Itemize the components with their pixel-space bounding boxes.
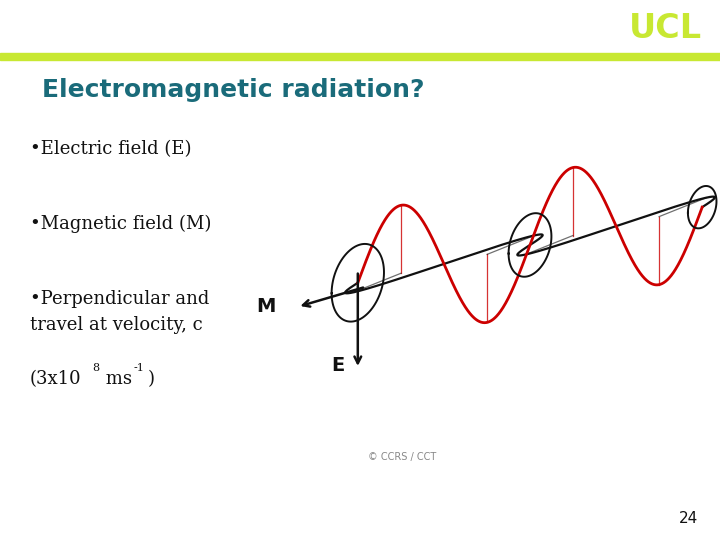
Text: E: E (331, 356, 344, 375)
Text: © CCRS / CCT: © CCRS / CCT (368, 452, 436, 462)
Text: -1: -1 (134, 363, 145, 373)
Text: ▲: ▲ (696, 18, 703, 28)
Text: 24: 24 (679, 511, 698, 526)
Text: •Electric field (E): •Electric field (E) (30, 140, 192, 158)
Text: •Magnetic field (M): •Magnetic field (M) (30, 215, 212, 233)
Text: M: M (256, 298, 276, 316)
Text: (3x10: (3x10 (30, 370, 81, 388)
Text: ): ) (148, 370, 155, 388)
Text: ms: ms (100, 370, 132, 388)
Text: •Perpendicular and
travel at velocity, c: •Perpendicular and travel at velocity, c (30, 290, 210, 334)
Text: Electromagnetic radiation?: Electromagnetic radiation? (42, 78, 425, 102)
Text: 8: 8 (92, 363, 99, 373)
Bar (0, 53, 720, 60)
Text: UCL: UCL (629, 12, 702, 45)
